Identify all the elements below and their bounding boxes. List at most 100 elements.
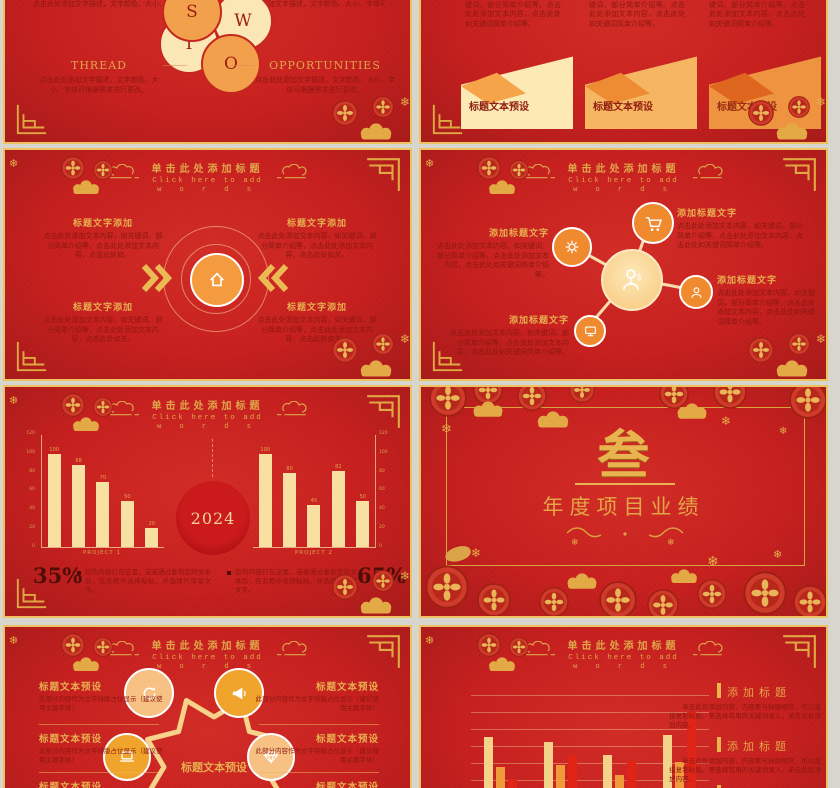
bar-groups <box>471 667 709 788</box>
snowflake-icon: ❄ <box>441 422 452 437</box>
slide-thumbnail-bar-charts[interactable]: 单击此处添加标题 Click here to add w o r d s ❄ 1… <box>3 385 412 618</box>
text-block: 添加标题文字 点击此处添加文本内容，如关键词，部分简单介绍等，点击此处添加文本内… <box>677 206 809 251</box>
block-body: 点击此处添加文本内容，如关键词，部分简单介绍等，点击此处添加文本内容，点击此处如… <box>677 222 803 249</box>
snowflake-icon: ❄ <box>9 634 19 647</box>
flower-lantern-icon <box>61 633 85 657</box>
block-body: 点击此处添加文本内容，如关键词、部分简单介绍等，点击此处添加文本内容，点击此处如… <box>43 316 163 343</box>
text-block: 标题文本预设 此部分内容作为文字排版占位显示（建议使用主题字体） <box>251 779 379 788</box>
block-title: 标题文字添加 <box>72 219 133 229</box>
flower-lantern-icon <box>93 160 113 180</box>
chinese-knot-icon <box>780 156 818 194</box>
slide-thumbnail-report[interactable]: 单击此处添加标题 Click here to add w o r d s ❄ 添… <box>419 625 828 788</box>
header-title: 单击此处添加标题 <box>151 641 264 652</box>
banner-shape: 标题文本预设 <box>461 55 573 129</box>
slide-header: 单击此处添加标题 Click here to add w o r d s <box>5 397 410 431</box>
slide-thumbnail-star[interactable]: 单击此处添加标题 Click here to add w o r d s ❄ 标… <box>3 625 412 788</box>
gold-cloud-icon <box>485 657 519 672</box>
flower-lantern-icon <box>93 397 113 417</box>
header-subtitle: Click here to add <box>152 177 263 185</box>
header-words: w o r d s <box>573 663 674 671</box>
block-title: 标题文字添加 <box>286 303 347 313</box>
flower-medallion-icon <box>425 565 469 609</box>
banner-label: 标题文本预设 <box>717 102 777 113</box>
text-block: 标题文本预设 此部分内容作为文字排版占位显示（建议使用主题字体） <box>39 779 167 788</box>
gold-cloud-icon <box>533 411 573 428</box>
column-body: 点击此处添加文本内容，如关键词、部分简单介绍等。点击此处添加文本内容，点击此处如… <box>589 0 685 28</box>
center-node: $ <box>601 249 663 311</box>
year-circle: 2024 <box>176 481 250 555</box>
separator-line <box>39 724 159 725</box>
block-title: 添加标题文字 <box>508 316 569 326</box>
gold-cloud-icon <box>69 417 103 432</box>
snowflake-icon: ❄ <box>815 95 826 109</box>
slide-thumbnail-network[interactable]: 单击此处添加标题 Click here to add w o r d s ❄ $ <box>419 148 828 381</box>
flower-medallion-icon <box>372 570 394 592</box>
flower-lantern-icon <box>61 156 85 180</box>
snowflake-icon: ❄ <box>779 426 788 437</box>
swot-letter-w: W <box>234 11 252 31</box>
block-body: 点击此处添加文字描述，文字颜色、大小、字体可根据需求进行更改。 <box>255 76 395 94</box>
bar-chart-project1: 100 88 70 50 20 <box>41 435 164 548</box>
slide-thumbnail-columns[interactable]: 点击此处添加文本内容，如关键词、部分简单介绍等。点击此处添加文本内容，点击此处如… <box>419 0 828 144</box>
flower-lantern-icon <box>509 160 529 180</box>
text-block: 标题文字添加 点击此处添加文本内容，如关键词、部分简单介绍等，点击此处添加文本内… <box>255 300 379 345</box>
section-marker <box>717 785 721 788</box>
snowflake-icon: ❄ <box>399 95 410 109</box>
text-block: 标题文本预设 此部分内容作为文字排版占位显示（建议使用主题字体） <box>39 731 167 765</box>
block-title: 添加标题文字 <box>488 229 549 239</box>
gold-cloud-icon <box>69 180 103 195</box>
cloud-outline-icon <box>690 641 724 657</box>
header-subtitle: Click here to add <box>152 654 263 662</box>
flower-medallion-icon <box>569 387 595 403</box>
y-axis-right: 120 100 80 60 40 20 0 <box>379 431 388 549</box>
block-title: 标题文本预设 <box>39 734 103 745</box>
node-monitor <box>574 315 606 347</box>
block-title: 标题文本预设 <box>315 682 379 693</box>
block-body: 此部分内容作为文字排版占位显示（建议使用主题字体） <box>255 695 380 712</box>
tassel-icon: ❄ <box>571 538 579 548</box>
year-label: 2024 <box>190 508 236 528</box>
text-block: 添加标题文字 点击此处添加文本内容，如关键词，部分简单介绍等，点击此处添加文本内… <box>431 226 549 280</box>
flower-medallion-icon <box>743 571 787 615</box>
gold-cloud-icon <box>772 360 812 377</box>
cloud-outline-icon <box>274 641 308 657</box>
gold-cloud-icon <box>667 569 701 584</box>
title-underline <box>575 483 675 485</box>
bullet-square <box>77 571 81 575</box>
chinese-knot-icon <box>364 156 402 194</box>
snowflake-icon: ❄ <box>707 554 719 570</box>
column-body: 点击此处添加文本内容，如关键词、部分简单介绍等。点击此处添加文本内容，点击此处如… <box>709 0 805 28</box>
header-title: 单击此处添加标题 <box>151 164 264 175</box>
star-node-laptop <box>103 733 151 781</box>
section-title: 添加标题 <box>727 686 791 699</box>
flower-medallion-icon <box>372 96 394 118</box>
chinese-knot-icon <box>364 633 402 671</box>
flower-medallion-icon <box>477 583 511 616</box>
section-body: 单击此处添加内容，内容要与标题相符，可以直接复制粘贴，要选择有用的关键词录入，单… <box>669 703 821 729</box>
snowflake-icon: ❄ <box>399 569 410 583</box>
node-person <box>679 275 713 309</box>
slide-thumbnail-swot[interactable]: 点击此处添加文字描述，文字颜色、大小、字体可根据需求进行更改。 点击此处添加文字… <box>3 0 412 144</box>
block-title: 添加标题文字 <box>717 276 778 286</box>
connector-line <box>163 65 187 66</box>
separator-line <box>259 724 379 725</box>
flower-medallion-icon <box>473 387 503 405</box>
block-body: 点击此处添加文本内容，如关键词、部分简单介绍等，点击此处添加文本内容，点击此处如… <box>43 232 163 259</box>
star-node-diamond <box>247 733 295 781</box>
slide-thumbnail-rings[interactable]: 单击此处添加标题 Click here to add w o r d s ❄ 标… <box>3 148 412 381</box>
section-subtitle: 年度项目业绩 <box>542 495 705 519</box>
flower-lantern-icon <box>477 633 501 657</box>
text-block: 添加标题文字 点击此处添加文本内容，如关键词，部分简单介绍等，点击此处添加文本内… <box>447 313 569 358</box>
refresh-icon <box>143 686 155 699</box>
gold-cloud-icon <box>469 401 507 418</box>
block-title: 标题文本预设 <box>315 734 379 745</box>
block-body: 此部分内容作为文字排版占位显示（建议使用主题字体） <box>39 747 163 764</box>
text-block: 添加标题文字 点击此处添加文本内容，如关键词，部分简单介绍等，点击此处添加文本内… <box>717 273 819 327</box>
snowflake-icon: ❄ <box>815 332 826 346</box>
gold-cloud-icon <box>673 403 711 420</box>
person-icon <box>690 286 702 298</box>
gold-cloud-icon <box>356 597 396 614</box>
header-words: w o r d s <box>157 423 258 431</box>
flower-medallion-icon <box>647 589 679 616</box>
slide-thumbnail-section-title[interactable]: 叁 年度项目业绩 ❄ ❄ ❄ ❄ ❄ ❄ ❄ ❄ <box>419 385 828 618</box>
